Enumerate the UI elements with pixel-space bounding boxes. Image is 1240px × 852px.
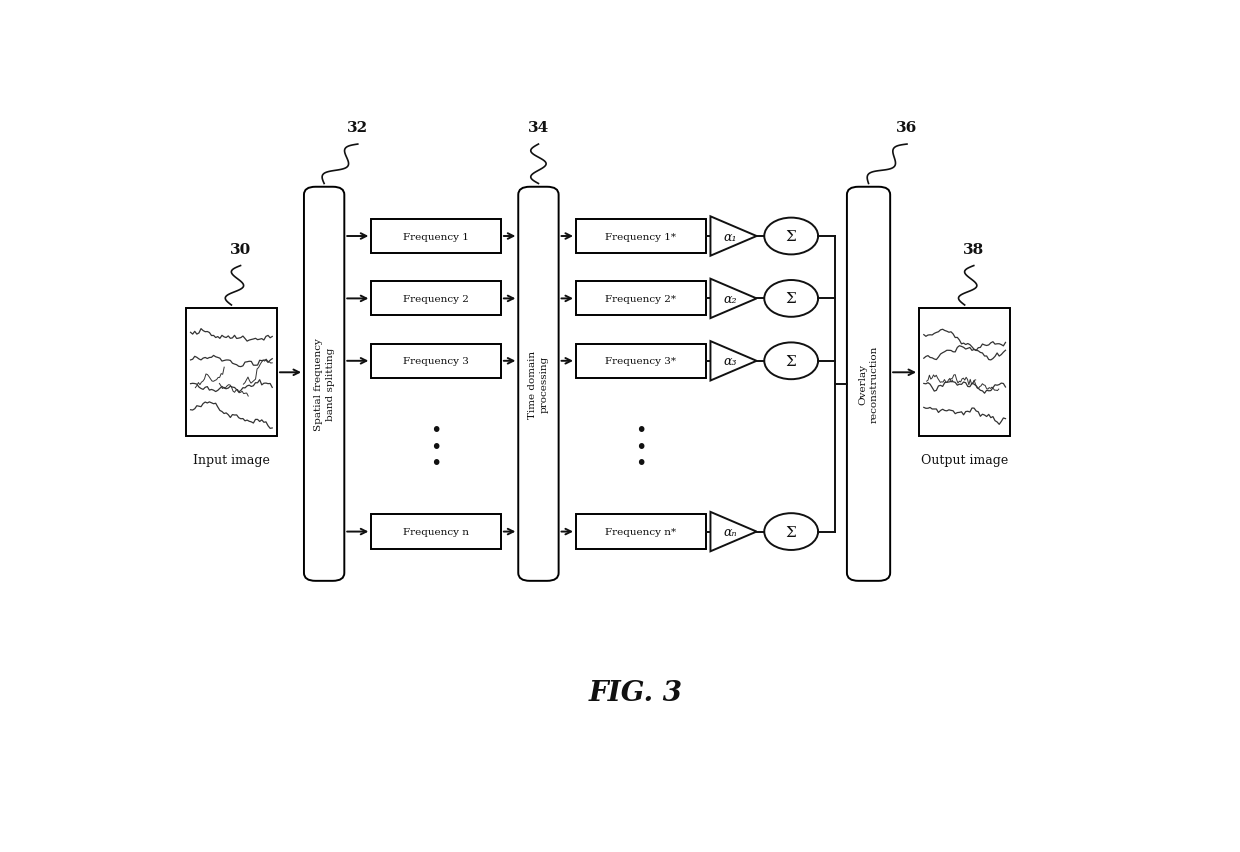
Text: Overlay
reconstruction: Overlay reconstruction xyxy=(858,346,879,423)
FancyBboxPatch shape xyxy=(371,282,501,316)
Circle shape xyxy=(764,514,818,550)
Text: 34: 34 xyxy=(528,121,549,135)
Text: Frequency 3*: Frequency 3* xyxy=(605,357,676,366)
FancyBboxPatch shape xyxy=(371,344,501,378)
Text: αₙ: αₙ xyxy=(723,526,737,538)
Text: Frequency n: Frequency n xyxy=(403,527,469,537)
Circle shape xyxy=(764,343,818,380)
Text: •: • xyxy=(430,437,441,456)
Text: Frequency n*: Frequency n* xyxy=(605,527,676,537)
FancyBboxPatch shape xyxy=(575,344,706,378)
Text: α₂: α₂ xyxy=(723,292,737,306)
FancyBboxPatch shape xyxy=(371,515,501,549)
Text: Time domain
processing: Time domain processing xyxy=(528,350,549,418)
Polygon shape xyxy=(711,217,756,256)
Text: •: • xyxy=(430,421,441,440)
FancyBboxPatch shape xyxy=(371,220,501,254)
Text: Frequency 2: Frequency 2 xyxy=(403,295,469,303)
Circle shape xyxy=(764,280,818,318)
Text: Σ: Σ xyxy=(786,525,796,539)
FancyBboxPatch shape xyxy=(575,282,706,316)
Text: 30: 30 xyxy=(229,243,252,256)
Text: •: • xyxy=(635,437,646,456)
Text: Σ: Σ xyxy=(786,292,796,306)
Text: 38: 38 xyxy=(963,243,985,256)
FancyBboxPatch shape xyxy=(304,187,345,581)
Polygon shape xyxy=(711,342,756,381)
Text: FIG. 3: FIG. 3 xyxy=(589,679,682,706)
FancyBboxPatch shape xyxy=(575,220,706,254)
Text: Σ: Σ xyxy=(786,354,796,368)
Text: Output image: Output image xyxy=(921,453,1008,466)
Text: Frequency 2*: Frequency 2* xyxy=(605,295,676,303)
Polygon shape xyxy=(711,279,756,319)
FancyBboxPatch shape xyxy=(919,309,1011,437)
Text: α₃: α₃ xyxy=(723,355,737,368)
FancyBboxPatch shape xyxy=(847,187,890,581)
Text: •: • xyxy=(635,453,646,473)
Text: •: • xyxy=(635,421,646,440)
Text: Frequency 1: Frequency 1 xyxy=(403,233,469,241)
Polygon shape xyxy=(711,512,756,551)
Text: 36: 36 xyxy=(897,121,918,135)
Circle shape xyxy=(764,218,818,255)
Text: Spatial frequency
band splitting: Spatial frequency band splitting xyxy=(314,338,335,431)
Text: •: • xyxy=(430,453,441,473)
Text: Σ: Σ xyxy=(786,230,796,244)
Text: α₁: α₁ xyxy=(723,230,737,243)
Text: Frequency 1*: Frequency 1* xyxy=(605,233,676,241)
Text: Frequency 3: Frequency 3 xyxy=(403,357,469,366)
FancyBboxPatch shape xyxy=(518,187,558,581)
Text: Input image: Input image xyxy=(193,453,270,466)
Text: 32: 32 xyxy=(347,121,368,135)
FancyBboxPatch shape xyxy=(186,309,277,437)
FancyBboxPatch shape xyxy=(575,515,706,549)
